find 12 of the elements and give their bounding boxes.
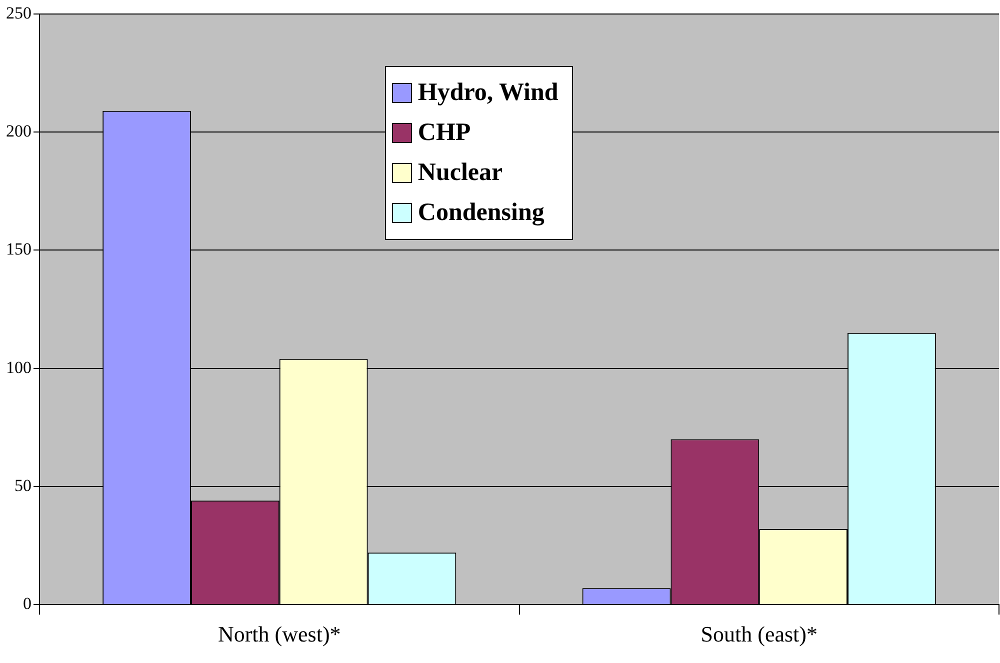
y-tick-label: 200 <box>6 122 32 141</box>
legend-label: Condensing <box>418 199 544 227</box>
legend-label: Nuclear <box>418 159 503 187</box>
y-tick-label: 0 <box>23 594 32 614</box>
legend-label: CHP <box>418 119 471 147</box>
y-tick-label: 250 <box>6 3 32 22</box>
x-tick-label: South (east)* <box>700 622 818 647</box>
y-tick-label: 100 <box>6 358 32 377</box>
legend-label: Hydro, Wind <box>418 79 558 107</box>
y-tick-label: 50 <box>14 476 32 495</box>
x-tick-label: North (west)* <box>218 622 341 647</box>
y-tick-label: 150 <box>6 240 32 259</box>
